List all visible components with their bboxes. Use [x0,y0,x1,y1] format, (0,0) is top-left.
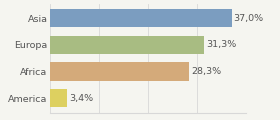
Bar [50,89,67,107]
Bar [50,9,232,27]
Text: 3,4%: 3,4% [69,94,93,103]
Text: 37,0%: 37,0% [234,14,264,23]
Bar [50,36,204,54]
Text: 28,3%: 28,3% [191,67,221,76]
Text: 31,3%: 31,3% [206,40,236,49]
Bar [50,63,189,81]
